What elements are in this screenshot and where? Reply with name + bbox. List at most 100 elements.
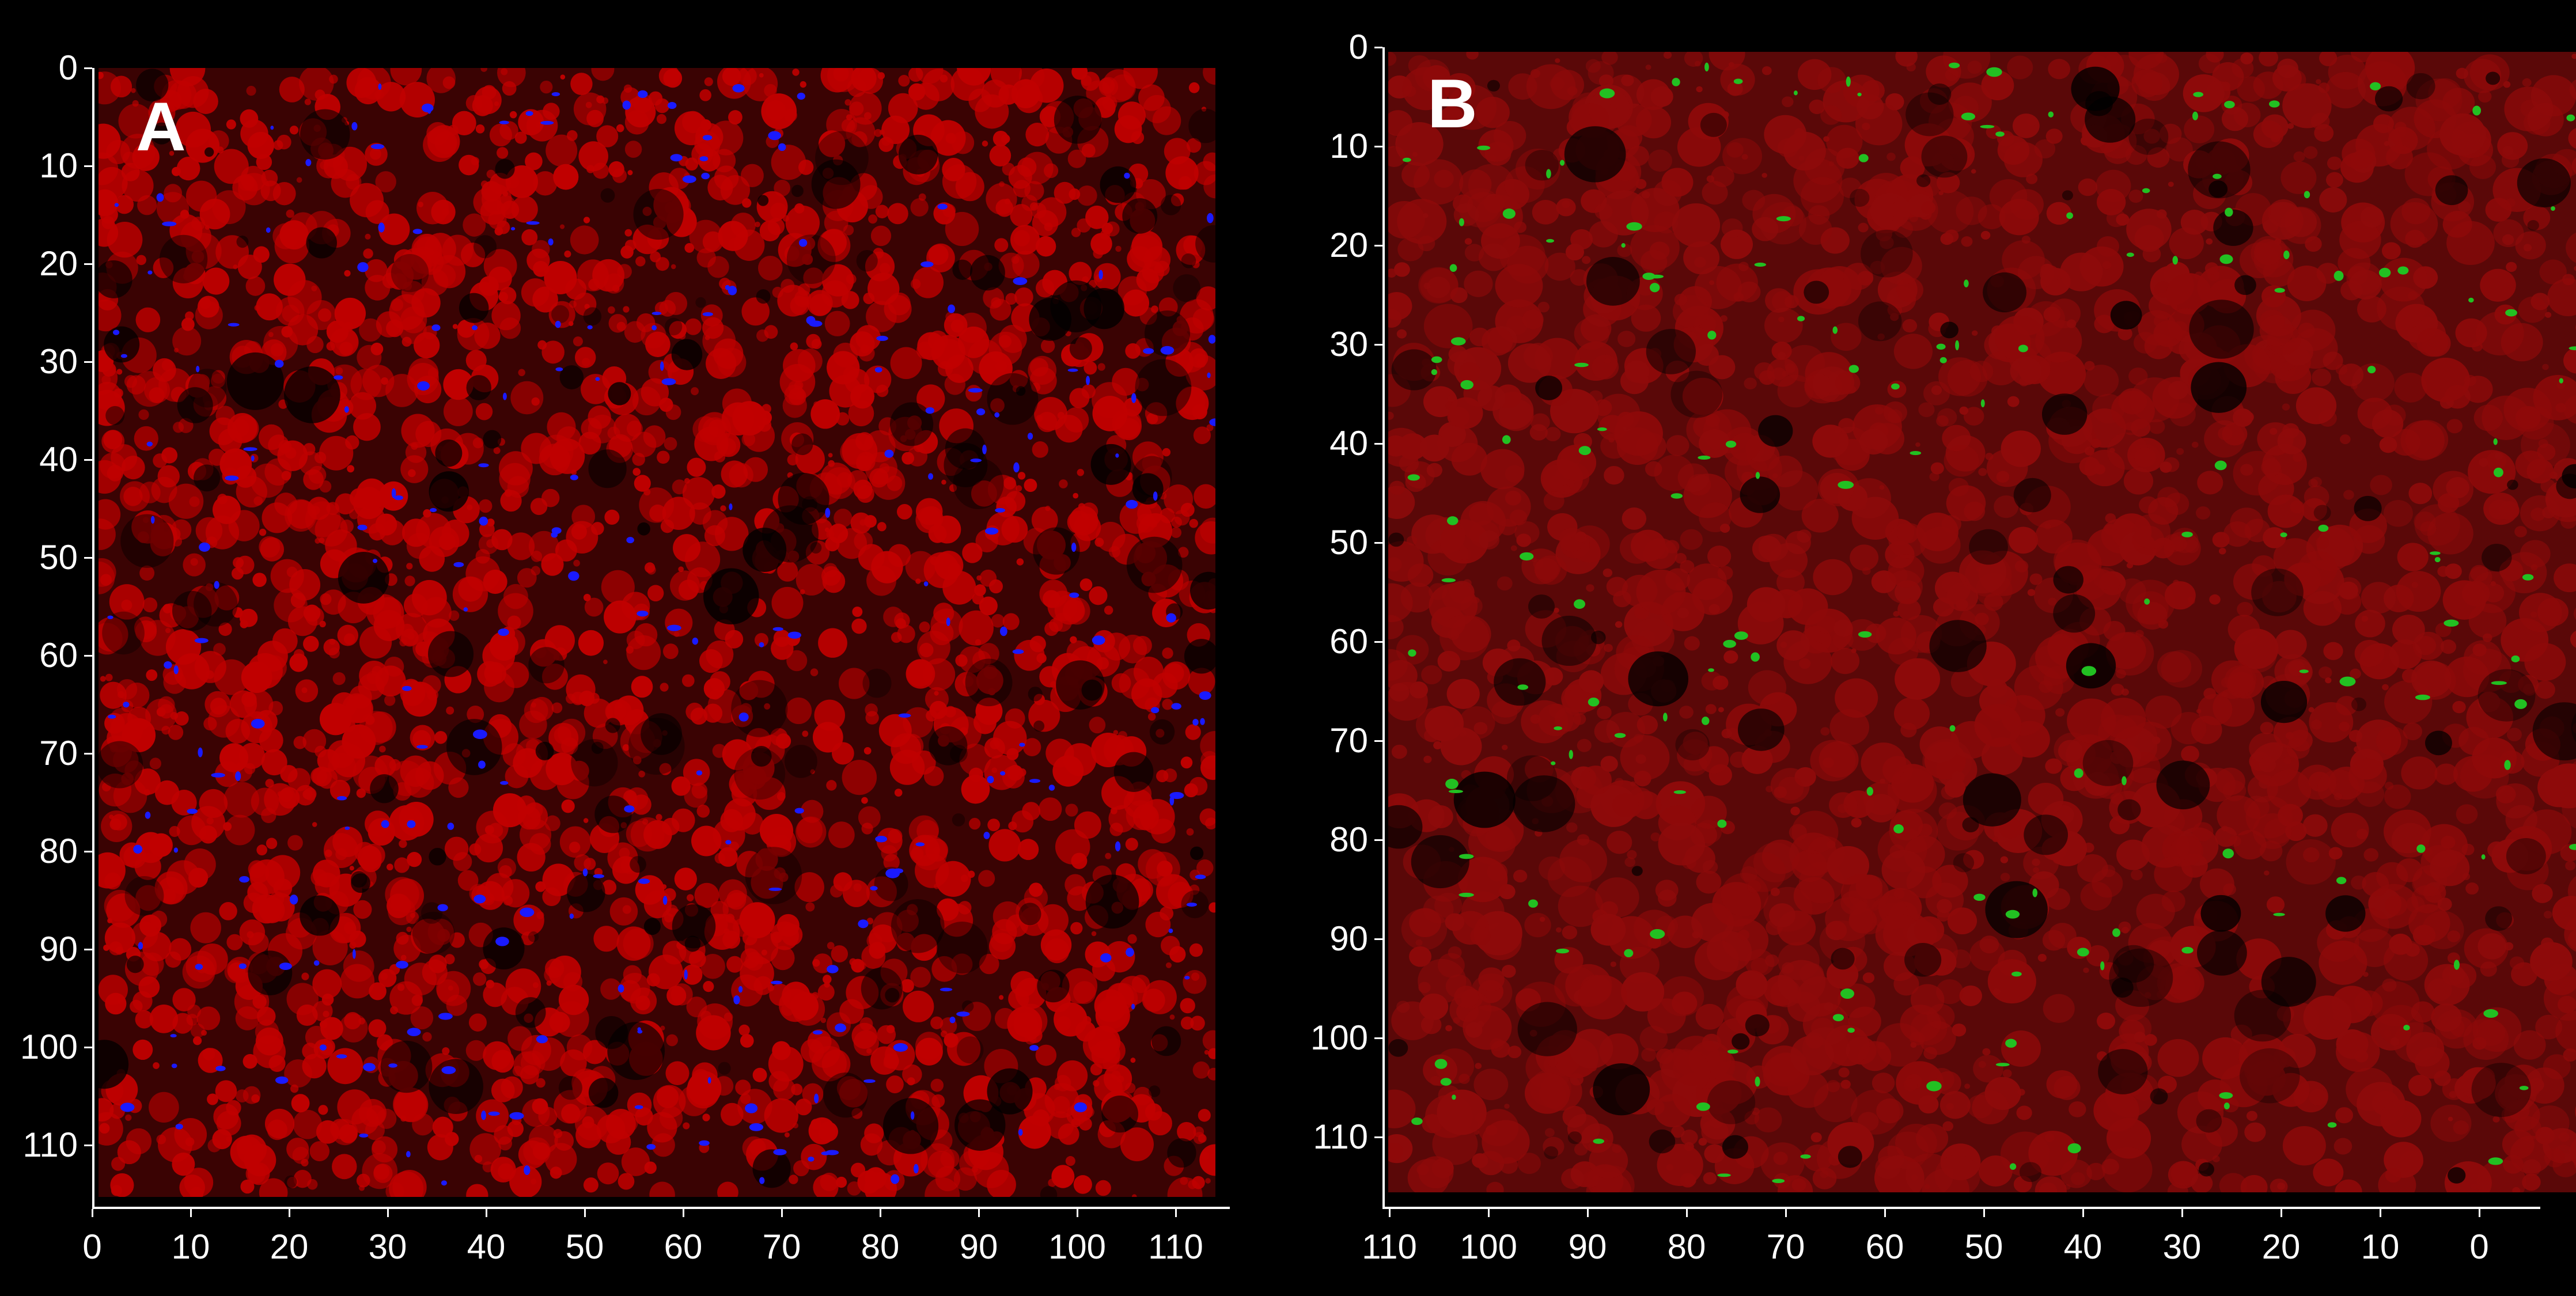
x-tick-label: 60 xyxy=(1865,1227,1904,1266)
x-tick xyxy=(1686,1209,1688,1217)
x-tick xyxy=(683,1209,684,1217)
x-tick-label: 20 xyxy=(270,1227,309,1266)
x-tick xyxy=(781,1209,783,1217)
x-tick xyxy=(92,1209,93,1217)
x-tick xyxy=(1077,1209,1078,1217)
y-tick xyxy=(1374,245,1382,247)
x-tick xyxy=(2082,1209,2084,1217)
y-tick-label: 100 xyxy=(1310,1018,1368,1057)
panel-label: B xyxy=(1427,65,1478,142)
y-tick xyxy=(84,655,92,657)
y-tick xyxy=(84,361,92,363)
x-tick xyxy=(2280,1209,2282,1217)
y-tick-label: 50 xyxy=(39,538,78,577)
x-axis-line xyxy=(1382,1207,2540,1209)
x-tick xyxy=(880,1209,881,1217)
x-tick xyxy=(584,1209,586,1217)
x-tick xyxy=(387,1209,389,1217)
y-tick-label: 110 xyxy=(1313,1117,1368,1156)
y-tick xyxy=(1374,47,1382,48)
x-tick-label: 100 xyxy=(1048,1227,1107,1266)
y-tick xyxy=(84,1145,92,1146)
x-tick xyxy=(1785,1209,1787,1217)
x-tick-label: 100 xyxy=(1459,1227,1518,1266)
x-tick-label: 60 xyxy=(664,1227,703,1266)
x-tick xyxy=(1389,1209,1391,1217)
x-tick xyxy=(2181,1209,2183,1217)
y-tick xyxy=(84,165,92,167)
panel-b: B 0 10 20 30 40 50 60 70 80 90 100 110 110 100 90 80 70 6… xyxy=(1285,0,2576,1296)
y-tick xyxy=(1374,1136,1382,1138)
y-tick-label: 70 xyxy=(1329,721,1368,760)
y-tick-label: 60 xyxy=(1329,622,1368,661)
y-tick-label: 20 xyxy=(1329,226,1368,264)
y-tick-label: 0 xyxy=(58,48,78,87)
y-tick xyxy=(84,851,92,852)
y-tick xyxy=(84,949,92,950)
y-tick xyxy=(84,67,92,69)
x-tick xyxy=(978,1209,980,1217)
y-tick-label: 60 xyxy=(39,636,78,674)
y-tick-label: 90 xyxy=(39,930,78,968)
y-tick xyxy=(1374,443,1382,445)
y-tick-label: 30 xyxy=(1329,325,1368,363)
x-tick-label: 110 xyxy=(1148,1227,1203,1266)
x-tick-label: 80 xyxy=(861,1227,900,1266)
y-tick xyxy=(1374,1037,1382,1039)
y-tick xyxy=(1374,938,1382,940)
y-axis-line xyxy=(1382,47,1385,1207)
y-tick xyxy=(1374,641,1382,643)
x-tick-label: 0 xyxy=(2469,1227,2489,1266)
y-tick-label: 20 xyxy=(39,244,78,283)
x-tick-label: 110 xyxy=(1362,1227,1417,1266)
x-tick xyxy=(1884,1209,1886,1217)
y-tick xyxy=(1374,740,1382,742)
y-tick-label: 50 xyxy=(1329,523,1368,562)
y-tick-label: 0 xyxy=(1348,28,1368,66)
y-axis-line xyxy=(92,68,94,1207)
y-tick xyxy=(84,1047,92,1048)
x-tick-label: 80 xyxy=(1667,1227,1706,1266)
x-tick-label: 20 xyxy=(2261,1227,2301,1266)
x-tick xyxy=(1488,1209,1490,1217)
x-tick-label: 90 xyxy=(1568,1227,1607,1266)
y-tick xyxy=(84,263,92,265)
y-tick xyxy=(84,557,92,559)
x-tick xyxy=(190,1209,192,1217)
y-tick xyxy=(1374,839,1382,841)
x-tick xyxy=(1175,1209,1177,1217)
y-tick-label: 110 xyxy=(22,1126,78,1164)
x-tick-label: 30 xyxy=(2162,1227,2202,1266)
x-tick xyxy=(2479,1209,2480,1217)
y-tick xyxy=(1374,542,1382,544)
x-tick xyxy=(289,1209,290,1217)
micrograph-texture xyxy=(1388,52,2576,1192)
x-tick-label: 90 xyxy=(959,1227,998,1266)
y-tick-label: 40 xyxy=(39,440,78,479)
y-tick xyxy=(1374,344,1382,346)
panel-a: A 0 10 20 30 40 50 60 70 80 90 100 110 0 10 20 30 40 50 60… xyxy=(0,0,1267,1296)
x-tick xyxy=(486,1209,487,1217)
x-tick-label: 40 xyxy=(2063,1227,2103,1266)
x-tick-label: 10 xyxy=(171,1227,210,1266)
y-tick-label: 10 xyxy=(39,146,78,185)
x-tick-label: 70 xyxy=(762,1227,801,1266)
y-tick xyxy=(84,459,92,461)
y-tick-label: 80 xyxy=(1329,820,1368,859)
y-tick-label: 100 xyxy=(20,1028,78,1066)
y-tick-label: 90 xyxy=(1329,919,1368,958)
x-tick-label: 0 xyxy=(82,1227,102,1266)
x-tick xyxy=(1983,1209,1985,1217)
x-tick-label: 30 xyxy=(368,1227,407,1266)
x-tick-label: 50 xyxy=(1964,1227,2003,1266)
y-tick-label: 80 xyxy=(39,832,78,870)
y-tick-label: 40 xyxy=(1329,424,1368,463)
x-axis-line xyxy=(92,1207,1230,1209)
y-tick xyxy=(84,753,92,755)
panel-label: A xyxy=(136,88,186,165)
x-tick xyxy=(1587,1209,1589,1217)
y-tick xyxy=(1374,146,1382,147)
micrograph-image-a xyxy=(99,68,1215,1197)
x-tick-label: 70 xyxy=(1766,1227,1805,1266)
